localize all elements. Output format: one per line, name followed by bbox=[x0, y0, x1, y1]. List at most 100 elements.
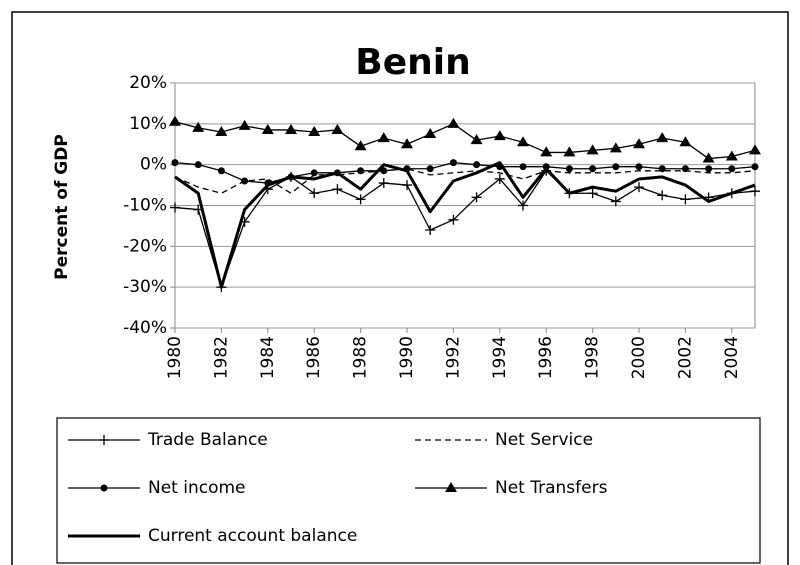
series-marker bbox=[494, 173, 505, 184]
series-marker bbox=[217, 167, 225, 175]
legend-label: Net Service bbox=[495, 430, 593, 450]
series-marker bbox=[332, 184, 343, 195]
x-tick-label: 1996 bbox=[536, 336, 556, 379]
series-marker bbox=[447, 117, 460, 128]
x-tick-label: 1982 bbox=[211, 336, 231, 379]
series-marker bbox=[563, 146, 576, 157]
series-marker bbox=[355, 194, 366, 205]
x-tick-label: 2004 bbox=[722, 336, 742, 379]
x-tick-label: 1984 bbox=[258, 336, 278, 379]
series-marker bbox=[725, 150, 738, 161]
series-marker bbox=[215, 126, 228, 136]
series-marker bbox=[425, 225, 436, 235]
series-marker bbox=[517, 136, 529, 147]
series-marker bbox=[657, 190, 668, 201]
y-tick-label: 20% bbox=[129, 73, 167, 93]
series-marker bbox=[378, 178, 389, 189]
chart-frame bbox=[11, 11, 789, 565]
series-marker bbox=[380, 167, 388, 175]
x-tick-label: 1988 bbox=[351, 336, 371, 379]
series-marker bbox=[681, 165, 689, 173]
series-line bbox=[174, 170, 756, 288]
series-marker bbox=[751, 163, 759, 171]
series-marker bbox=[402, 180, 412, 191]
series-marker bbox=[377, 132, 390, 143]
series-marker bbox=[170, 202, 180, 213]
series-marker bbox=[656, 132, 669, 143]
x-tick-label: 1998 bbox=[583, 336, 603, 379]
series-marker bbox=[238, 119, 251, 130]
legend-marker bbox=[100, 484, 108, 492]
legend-label: Trade Balance bbox=[147, 430, 268, 450]
x-tick-label: 1992 bbox=[443, 336, 463, 379]
series-marker bbox=[518, 200, 528, 211]
series-marker bbox=[565, 165, 573, 173]
series-marker bbox=[635, 163, 643, 171]
series-marker bbox=[192, 121, 205, 132]
series-marker bbox=[728, 165, 736, 173]
series-marker bbox=[658, 165, 666, 173]
series-marker bbox=[473, 161, 481, 169]
chart-title: Benin bbox=[355, 42, 470, 83]
series-marker bbox=[357, 167, 365, 175]
series-marker bbox=[679, 136, 692, 147]
series-marker bbox=[634, 182, 644, 193]
series-marker bbox=[470, 134, 483, 145]
legend-marker bbox=[99, 435, 109, 445]
series-marker bbox=[448, 214, 459, 225]
series-marker bbox=[285, 123, 297, 134]
series-marker bbox=[401, 138, 413, 149]
legend-label: Current account balance bbox=[148, 526, 357, 546]
series-marker bbox=[750, 186, 760, 197]
x-tick-label: 2002 bbox=[675, 336, 695, 379]
series-marker bbox=[331, 123, 344, 134]
y-tick-label: 0% bbox=[140, 155, 167, 175]
y-tick-label: -30% bbox=[123, 277, 167, 297]
series-marker bbox=[308, 126, 321, 136]
series-marker bbox=[680, 194, 691, 205]
legend-marker bbox=[445, 482, 457, 492]
series-line bbox=[174, 161, 756, 184]
series-line bbox=[174, 161, 756, 289]
legend-frame bbox=[56, 417, 761, 564]
x-tick-label: 1994 bbox=[490, 336, 510, 379]
series-marker bbox=[449, 159, 457, 167]
legend-label: Net income bbox=[148, 478, 246, 498]
series-marker bbox=[493, 130, 506, 141]
series-marker bbox=[589, 165, 597, 173]
series-marker bbox=[241, 177, 249, 185]
x-tick-label: 1980 bbox=[165, 336, 185, 379]
series-marker bbox=[540, 146, 553, 157]
series-marker bbox=[354, 140, 367, 151]
series-marker bbox=[261, 123, 274, 134]
series-marker bbox=[702, 152, 715, 163]
series-marker bbox=[633, 138, 645, 149]
series-line bbox=[174, 168, 756, 194]
series-marker bbox=[169, 115, 181, 126]
series-marker bbox=[586, 144, 599, 155]
series-marker bbox=[587, 188, 598, 199]
series-marker bbox=[610, 196, 621, 207]
series-marker bbox=[424, 128, 437, 139]
series-marker bbox=[471, 192, 482, 203]
series-marker bbox=[426, 165, 434, 173]
series-marker bbox=[612, 163, 620, 171]
y-tick-label: -10% bbox=[123, 196, 167, 216]
x-tick-label: 2000 bbox=[629, 336, 649, 379]
y-tick-label: 10% bbox=[129, 114, 167, 134]
series-marker bbox=[309, 188, 320, 199]
x-tick-label: 1986 bbox=[304, 336, 324, 379]
series-marker bbox=[609, 142, 622, 153]
series-marker bbox=[749, 144, 761, 155]
series-marker bbox=[705, 165, 713, 173]
series-marker bbox=[310, 169, 318, 177]
series-marker bbox=[194, 161, 202, 169]
series-marker bbox=[171, 159, 179, 167]
legend-label: Net Transfers bbox=[495, 478, 608, 498]
y-axis-label: Percent of GDP bbox=[52, 134, 72, 280]
x-tick-label: 1990 bbox=[397, 336, 417, 379]
series-marker bbox=[519, 163, 527, 171]
y-tick-label: -40% bbox=[123, 318, 167, 338]
y-tick-label: -20% bbox=[123, 236, 167, 256]
